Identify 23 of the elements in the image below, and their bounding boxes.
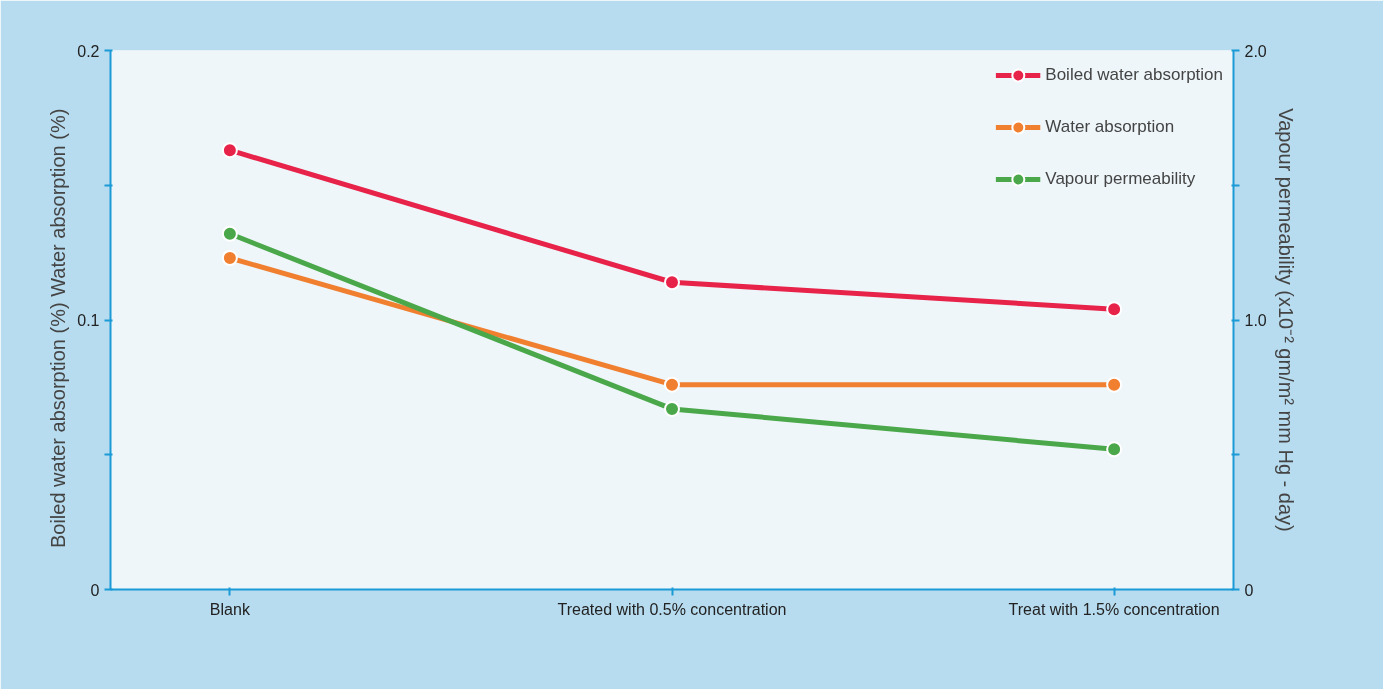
point xyxy=(221,225,238,242)
legend-label: Vapour permeability xyxy=(1045,169,1196,189)
point xyxy=(664,400,680,417)
y-tick-label: 0.1 xyxy=(77,312,100,329)
point xyxy=(664,274,680,291)
x-tick-label: Treated with 0.5% concentration xyxy=(557,600,787,618)
point xyxy=(1106,301,1123,318)
legend-label: Boiled water absorption xyxy=(1045,65,1223,85)
y-tick-label: 0 xyxy=(90,581,100,599)
x-tick-label: Blank xyxy=(209,600,251,618)
y2-axis-title: Vapour permeability (x10⁻² gm/m² mm Hg - day) xyxy=(1274,108,1297,532)
y2-tick-label: 0 xyxy=(1244,581,1254,599)
point xyxy=(1106,376,1123,393)
point xyxy=(221,142,238,159)
y2-tick-label: 1.0 xyxy=(1244,312,1267,329)
x-tick-label: Treat with 1.5% concentration xyxy=(1008,600,1220,618)
y-tick-label: 0.2 xyxy=(77,42,100,60)
point xyxy=(221,250,238,266)
legend-label: Water absorption xyxy=(1045,117,1175,137)
point xyxy=(1106,441,1123,458)
y2-tick-label: 2.0 xyxy=(1244,42,1267,60)
point xyxy=(664,376,680,393)
y-axis-title: Boiled water absorption (%) Water absorption (%) xyxy=(47,108,70,549)
